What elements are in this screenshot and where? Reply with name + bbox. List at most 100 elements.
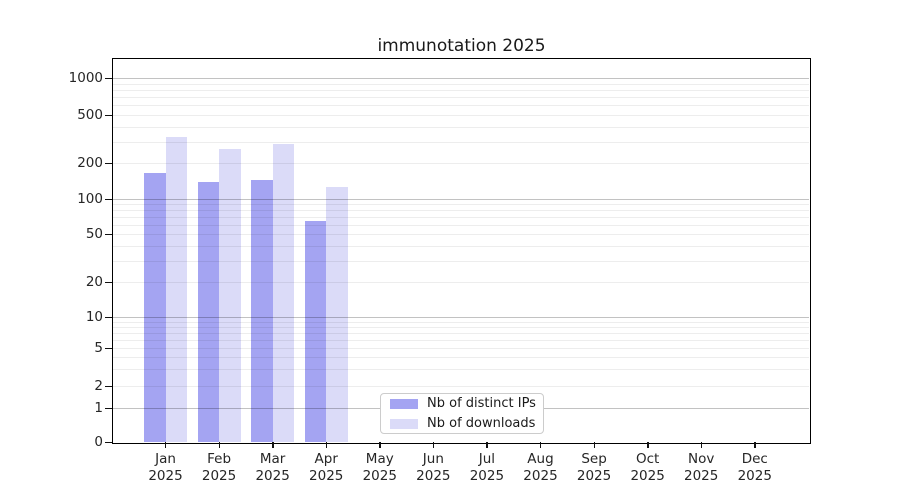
y-tick-label: 2 [94, 378, 103, 394]
gridline-minor [113, 245, 809, 247]
x-tick-month: Oct [635, 451, 660, 467]
x-tick-year: 2025 [255, 468, 290, 484]
x-tick-mark [647, 442, 649, 448]
x-tick-mark [432, 442, 435, 448]
gridline-minor [113, 339, 809, 341]
x-tick-month: May [365, 451, 394, 467]
gridline-minor [113, 224, 809, 226]
gridline-minor [113, 83, 809, 85]
y-tick-mark [105, 233, 112, 235]
x-tick-year: 2025 [576, 468, 612, 484]
gridline-minor [113, 326, 809, 328]
gridline-minor [113, 369, 809, 371]
x-tick-mark [325, 442, 328, 448]
y-tick-label: 10 [85, 309, 103, 325]
y-tick-mark [105, 198, 112, 200]
x-tick-label-jul: Jul 2025 [457, 451, 517, 485]
legend: Nb of distinct IPs Nb of downloads [380, 393, 544, 434]
x-tick-label-jun: Jun 2025 [403, 451, 463, 485]
bar-downloads-jan [165, 136, 187, 442]
x-tick-label-jan: Jan 2025 [136, 451, 196, 485]
gridline-minor [113, 386, 809, 387]
legend-label-downloads: Nb of downloads [427, 416, 536, 431]
x-tick-label-dec: Dec 2025 [725, 451, 785, 485]
x-tick-month: Jan [155, 451, 176, 467]
y-tick-mark [105, 162, 112, 164]
x-tick-month: Aug [527, 451, 554, 467]
bar-downloads-apr [326, 187, 348, 442]
x-tick-mark [165, 442, 167, 448]
y-tick-mark [105, 407, 112, 409]
x-tick-year: 2025 [362, 468, 397, 484]
x-tick-year: 2025 [416, 468, 451, 484]
x-tick-year: 2025 [201, 468, 237, 484]
y-tick-mark [105, 316, 112, 318]
x-tick-month: Nov [688, 451, 715, 467]
x-tick-label-apr: Apr 2025 [296, 451, 356, 485]
legend-label-distinct-ips: Nb of distinct IPs [427, 396, 536, 411]
gridline-minor [113, 141, 809, 143]
x-tick-month: Jul [478, 451, 496, 467]
x-tick-year: 2025 [469, 468, 505, 484]
gridline-major [113, 199, 809, 200]
y-tick-label: 500 [77, 107, 103, 123]
y-tick-label: 100 [77, 191, 103, 207]
x-tick-mark [218, 442, 220, 448]
legend-item-distinct-ips: Nb of distinct IPs [390, 396, 543, 411]
y-tick-mark [105, 114, 112, 116]
y-tick-label: 5 [94, 340, 103, 356]
x-tick-label-aug: Aug 2025 [510, 451, 570, 485]
gridline-minor [113, 260, 809, 262]
x-tick-mark [272, 442, 274, 448]
gridline-minor [113, 126, 809, 128]
bar-distinct-ips-feb [197, 181, 220, 442]
gridline-minor [113, 217, 809, 218]
x-tick-mark [539, 442, 542, 448]
legend-swatch-distinct-ips [390, 398, 418, 409]
gridline-minor [113, 89, 809, 91]
bar-downloads-mar [272, 143, 295, 442]
gridline-minor [113, 357, 809, 359]
x-tick-year: 2025 [737, 468, 772, 484]
x-tick-month: Jun [422, 451, 444, 467]
gridline-minor [113, 115, 809, 116]
x-tick-mark [593, 442, 595, 448]
bar-distinct-ips-mar [251, 179, 273, 442]
x-tick-month: Apr [314, 451, 338, 467]
legend-swatch-downloads [390, 418, 418, 429]
gridline-minor [113, 348, 809, 349]
y-tick-mark [105, 77, 112, 79]
x-tick-mark [486, 442, 488, 448]
x-tick-label-may: May 2025 [350, 451, 410, 485]
x-tick-label-oct: Oct 2025 [618, 451, 678, 485]
gridline-minor [113, 282, 809, 283]
y-tick-label: 1 [94, 400, 103, 416]
x-tick-label-feb: Feb 2025 [189, 451, 249, 485]
chart-title: immunotation 2025 [377, 36, 546, 56]
gridline-major [113, 78, 809, 79]
gridline-minor [113, 163, 809, 164]
y-tick-label: 50 [85, 226, 103, 242]
x-tick-label-mar: Mar 2025 [243, 451, 303, 485]
bar-distinct-ips-jan [144, 172, 166, 442]
gridline-minor [113, 332, 809, 334]
plot-area: 0 1 2 5 10 20 50 100 200 500 1000 Jan 2025 Feb 2025 Mar… [69, 58, 811, 484]
y-tick-label: 20 [85, 274, 103, 290]
x-tick-label-nov: Nov 2025 [671, 451, 731, 485]
y-tick-mark [105, 385, 112, 387]
x-tick-year: 2025 [148, 468, 183, 484]
y-tick-mark [105, 281, 112, 283]
legend-item-downloads: Nb of downloads [390, 416, 543, 431]
x-tick-month: Mar [259, 451, 286, 467]
y-tick-label: 1000 [68, 70, 103, 86]
gridline-minor [113, 97, 809, 99]
gridline-minor [113, 105, 809, 107]
x-tick-mark [754, 442, 756, 448]
x-tick-month: Sep [581, 451, 607, 467]
gridline-minor [113, 210, 809, 212]
gridline-minor [113, 204, 809, 206]
bar-distinct-ips-apr [304, 220, 327, 442]
y-tick-label: 200 [77, 155, 103, 171]
x-tick-year: 2025 [523, 468, 558, 484]
